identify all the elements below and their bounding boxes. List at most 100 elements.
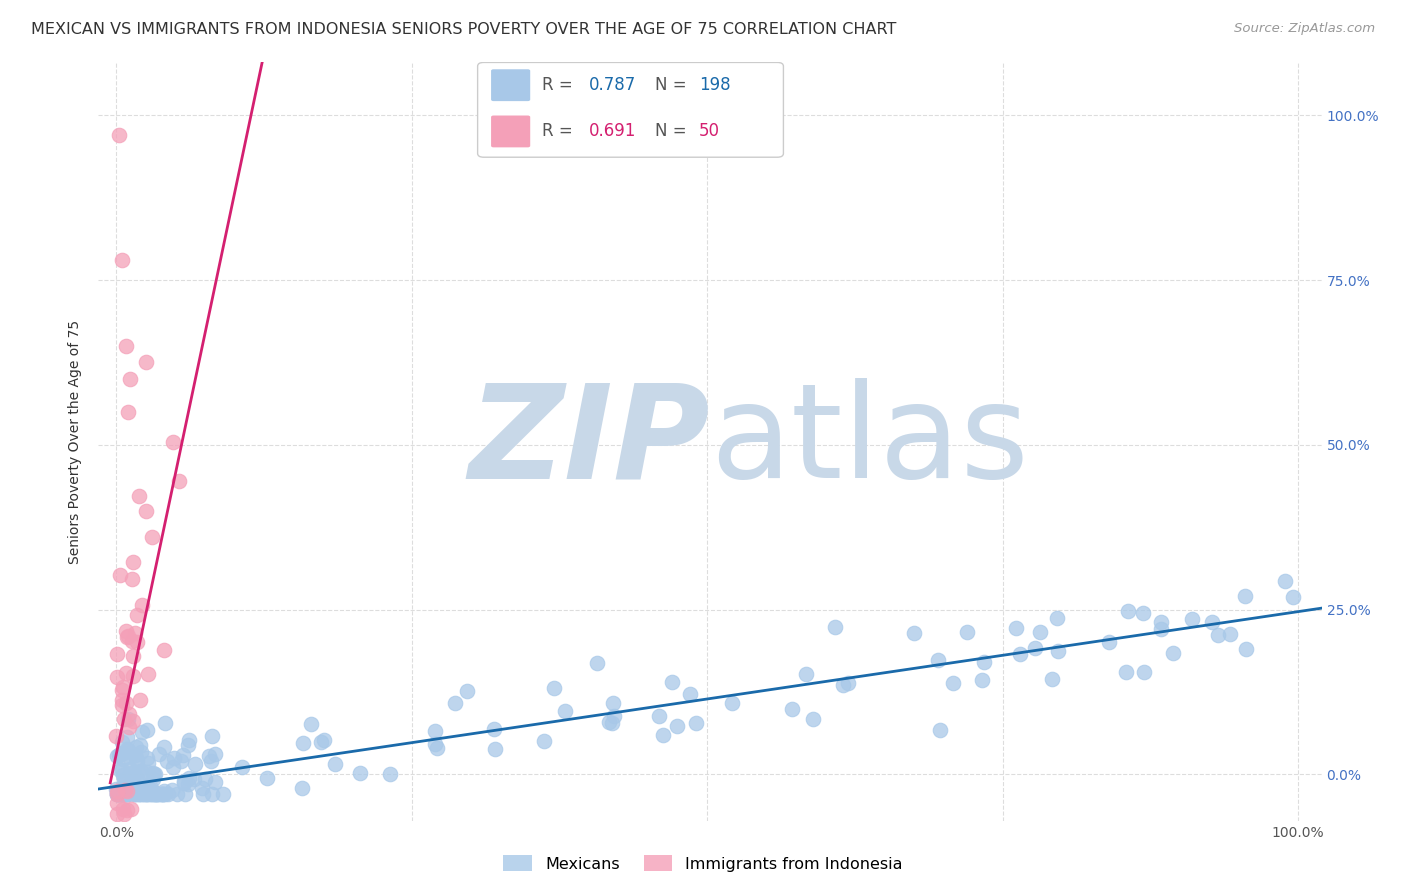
Point <box>129 745 152 759</box>
Point <box>139 780 162 795</box>
Point <box>117 405 139 419</box>
Point <box>115 696 138 710</box>
Point <box>349 766 371 780</box>
Point <box>118 778 141 792</box>
Point <box>105 783 128 797</box>
Point <box>685 716 707 731</box>
Point <box>423 737 446 751</box>
Point <box>105 796 128 810</box>
Point <box>136 779 159 793</box>
Point <box>153 716 176 731</box>
Point <box>973 655 995 669</box>
Point <box>648 708 671 723</box>
Y-axis label: Seniors Poverty Over the Age of 75: Seniors Poverty Over the Age of 75 <box>69 319 83 564</box>
Point <box>679 687 702 701</box>
Point <box>191 781 214 796</box>
Point <box>651 728 673 742</box>
Point <box>174 787 197 801</box>
Point <box>129 787 152 801</box>
Point <box>142 772 165 786</box>
Point <box>1008 647 1031 661</box>
Point <box>173 776 195 790</box>
Point <box>114 783 136 797</box>
Point <box>138 783 160 797</box>
Point <box>1132 665 1154 679</box>
Point <box>136 778 159 792</box>
Point <box>120 802 142 816</box>
Point <box>122 555 145 569</box>
Point <box>155 754 177 768</box>
Point <box>111 734 134 748</box>
Point <box>136 751 159 765</box>
Point <box>125 785 148 799</box>
Point <box>115 624 138 638</box>
Point <box>152 787 174 801</box>
Point <box>172 748 194 763</box>
Point <box>125 754 148 768</box>
Point <box>110 787 132 801</box>
Point <box>143 767 166 781</box>
Point <box>204 747 226 761</box>
Point <box>132 787 155 801</box>
Point <box>176 777 198 791</box>
Point <box>166 787 188 801</box>
Point <box>127 764 149 779</box>
Point <box>142 768 165 782</box>
Point <box>111 698 134 712</box>
Point <box>129 692 152 706</box>
Point <box>112 787 135 801</box>
Point <box>114 787 136 801</box>
Point <box>152 783 174 797</box>
Point <box>602 696 624 710</box>
Point <box>801 712 824 726</box>
Point <box>107 787 129 801</box>
Point <box>183 772 205 786</box>
Text: ZIP: ZIP <box>468 378 710 505</box>
Point <box>139 787 162 801</box>
Point <box>142 766 165 780</box>
Point <box>136 667 159 681</box>
Point <box>312 733 335 747</box>
Point <box>118 749 141 764</box>
Point <box>554 704 576 718</box>
Point <box>585 656 607 670</box>
Point <box>125 787 148 801</box>
Point <box>167 474 190 488</box>
Point <box>143 787 166 801</box>
Point <box>125 739 148 754</box>
Point <box>111 752 134 766</box>
Point <box>124 787 146 801</box>
Point <box>141 530 163 544</box>
Point <box>135 787 157 801</box>
Point <box>142 786 165 800</box>
Text: 198: 198 <box>699 76 731 95</box>
Point <box>124 626 146 640</box>
Point <box>117 742 139 756</box>
Point <box>665 719 688 733</box>
Point <box>927 653 949 667</box>
Point <box>543 681 565 695</box>
Point <box>105 782 128 797</box>
Point <box>105 729 128 743</box>
Point <box>122 668 145 682</box>
Point <box>155 787 177 801</box>
Point <box>139 787 162 801</box>
Point <box>110 781 132 796</box>
Point <box>201 729 224 743</box>
Point <box>256 771 278 785</box>
FancyBboxPatch shape <box>491 115 530 147</box>
Point <box>156 787 179 801</box>
Point <box>115 783 138 797</box>
Point <box>125 772 148 787</box>
Text: 0.691: 0.691 <box>589 121 637 140</box>
Point <box>204 775 226 789</box>
Point <box>162 435 184 450</box>
Point <box>929 723 952 737</box>
Point <box>118 777 141 791</box>
Point <box>1201 615 1223 630</box>
Point <box>112 772 135 787</box>
Point <box>135 787 157 801</box>
Point <box>160 783 183 797</box>
Point <box>142 787 165 801</box>
Point <box>112 680 135 694</box>
